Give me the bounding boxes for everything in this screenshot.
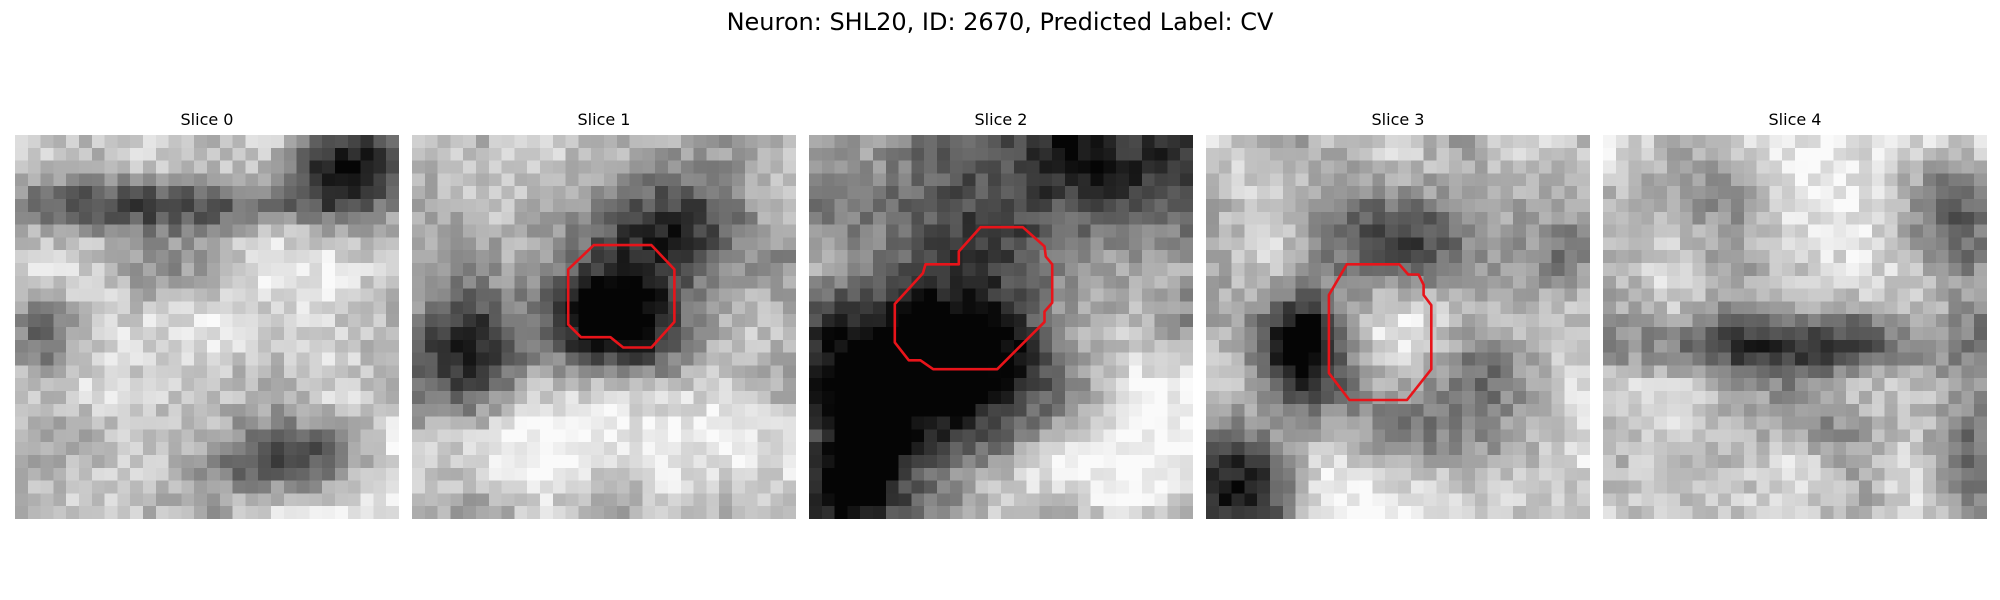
slice-title-4: Slice 4 <box>1768 110 1822 129</box>
slice-title-3: Slice 3 <box>1371 110 1425 129</box>
slice-panel-2: Slice 2 <box>809 108 1193 519</box>
slice-pixels-2 <box>809 135 1193 519</box>
slice-image-0 <box>15 135 399 519</box>
slice-pixels-3 <box>1206 135 1590 519</box>
segmentation-contour-3 <box>1327 263 1433 402</box>
slice-title-2: Slice 2 <box>974 110 1028 129</box>
slice-title-0: Slice 0 <box>180 110 234 129</box>
segmentation-contour-1 <box>566 243 676 349</box>
slice-panel-0: Slice 0 <box>15 108 399 519</box>
slice-pixels-1 <box>412 135 796 519</box>
slice-panel-4: Slice 4 <box>1603 108 1987 519</box>
slice-pixels-0 <box>15 135 399 519</box>
slice-panel-3: Slice 3 <box>1206 108 1590 519</box>
slice-image-1 <box>412 135 796 519</box>
slice-image-4 <box>1603 135 1987 519</box>
slice-image-3 <box>1206 135 1590 519</box>
segmentation-contour-2 <box>893 225 1054 371</box>
slice-image-2 <box>809 135 1193 519</box>
slice-panel-1: Slice 1 <box>412 108 796 519</box>
slice-title-1: Slice 1 <box>577 110 631 129</box>
figure-title: Neuron: SHL20, ID: 2670, Predicted Label… <box>726 8 1274 36</box>
slice-pixels-4 <box>1603 135 1987 519</box>
